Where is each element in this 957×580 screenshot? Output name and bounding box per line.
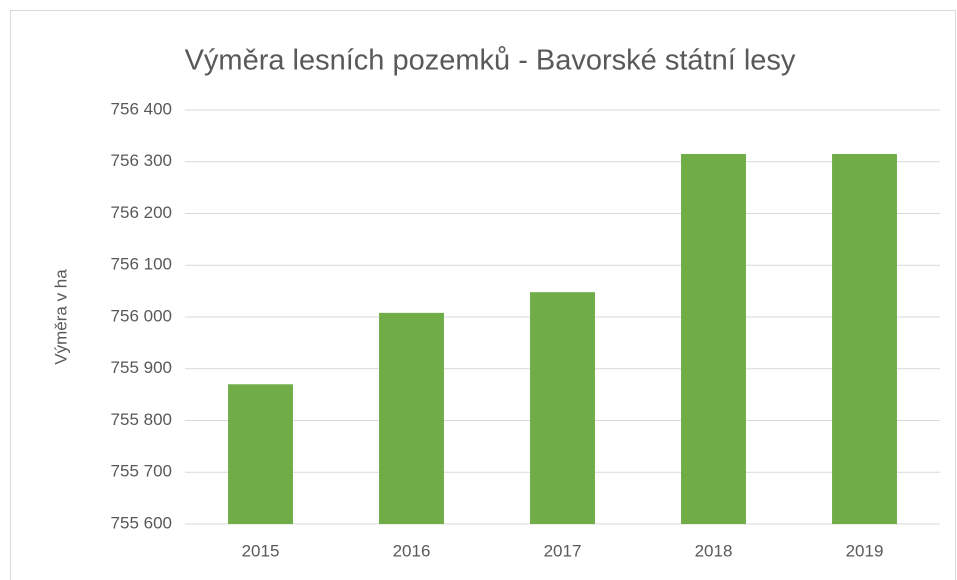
chart-title: Výměra lesních pozemků - Bavorské státní… (185, 45, 796, 77)
x-tick-label: 2019 (846, 541, 884, 560)
y-tick-label: 755 800 (111, 410, 172, 429)
x-tick-label: 2018 (695, 541, 733, 560)
y-tick-label: 756 400 (111, 99, 172, 118)
y-axis-title: Výměra v ha (51, 269, 70, 365)
x-tick-label: 2016 (393, 541, 431, 560)
bar (832, 153, 897, 525)
y-tick-label: 756 200 (111, 203, 172, 222)
y-tick-label: 756 300 (111, 151, 172, 170)
bar (379, 312, 444, 524)
chart-frame (10, 10, 956, 580)
y-tick-label: 755 900 (111, 358, 172, 377)
bar (530, 292, 595, 524)
bar (228, 384, 293, 524)
x-tick-label: 2015 (242, 541, 280, 560)
y-tick-label: 756 100 (111, 255, 172, 274)
y-tick-label: 755 700 (111, 462, 172, 481)
bar (681, 153, 746, 525)
y-tick-label: 755 600 (111, 513, 172, 532)
x-tick-label: 2017 (544, 541, 582, 560)
y-tick-label: 756 000 (111, 306, 172, 325)
